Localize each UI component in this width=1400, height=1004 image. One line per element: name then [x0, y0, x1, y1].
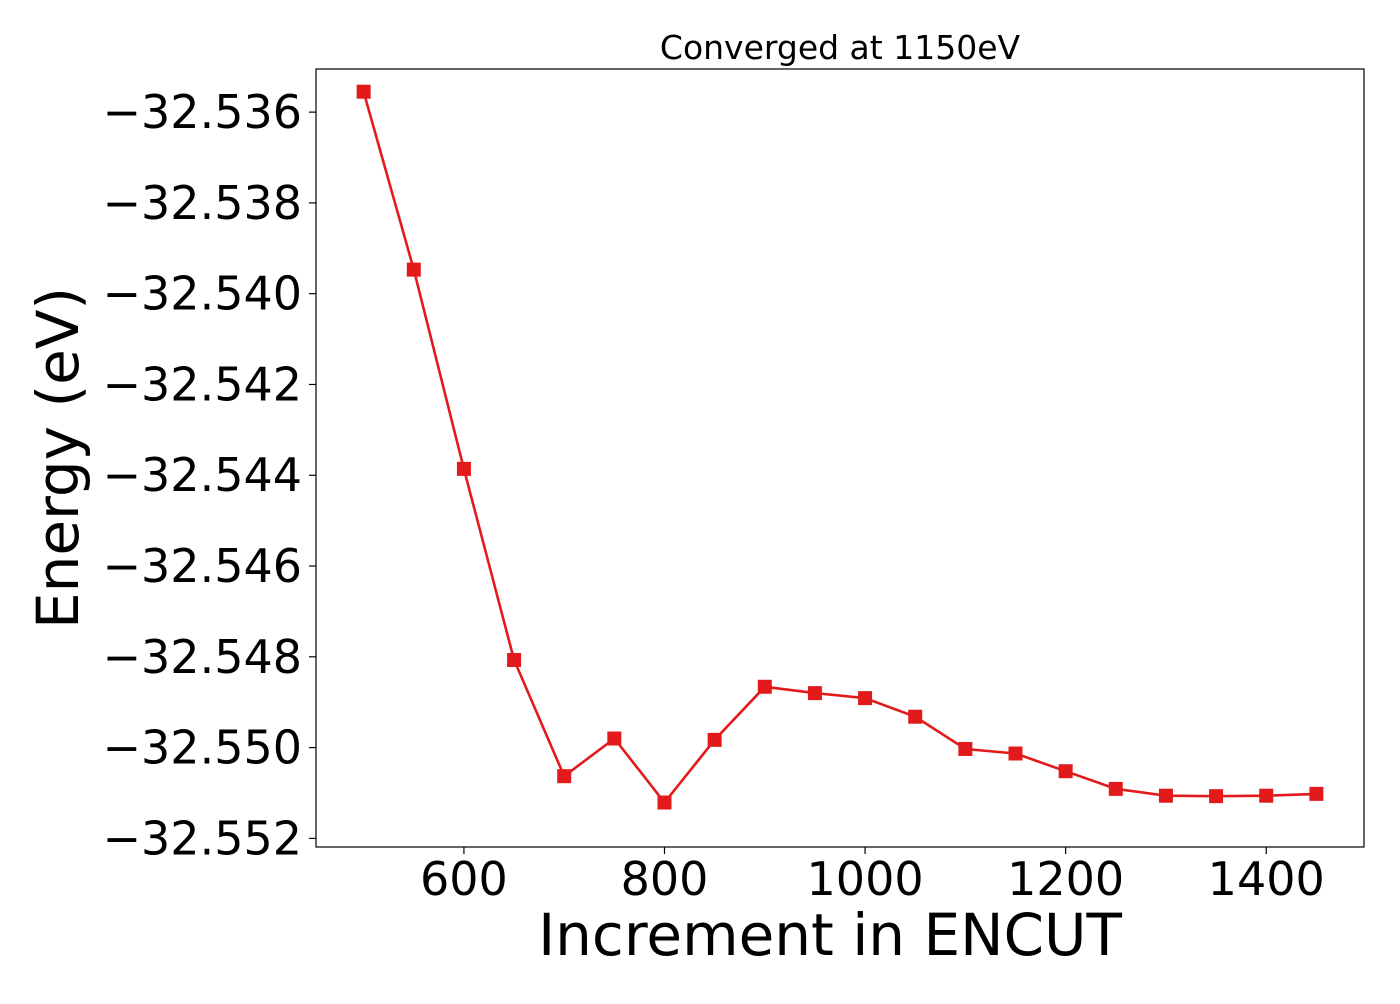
data-point-marker	[1008, 746, 1023, 761]
data-point-marker	[406, 262, 421, 277]
x-tick-label: 600	[420, 852, 508, 906]
y-axis-ticks: −32.536 −32.538 −32.540 −32.542 −32.544 −32.5…	[103, 85, 316, 865]
data-point-marker	[607, 731, 622, 746]
y-axis-label: Energy (eV)	[24, 287, 92, 629]
y-tick-label: −32.550	[103, 721, 303, 775]
data-point-marker	[1108, 781, 1123, 796]
chart-title: Converged at 1150eV	[660, 28, 1021, 67]
x-tick-label: 1400	[1208, 852, 1325, 906]
y-tick-label: −32.544	[103, 448, 303, 502]
y-tick-label: −32.546	[103, 539, 303, 593]
series-layer	[356, 84, 1324, 810]
y-tick-label: −32.540	[103, 267, 303, 321]
data-point-marker	[858, 691, 873, 706]
data-point-marker	[1209, 789, 1224, 804]
data-point-marker	[657, 795, 672, 810]
y-tick-label: −32.542	[103, 357, 303, 411]
x-tick-label: 1200	[1007, 852, 1124, 906]
data-point-marker	[908, 709, 923, 724]
data-point-marker	[958, 741, 973, 756]
y-tick-label: −32.538	[103, 176, 303, 230]
data-point-marker	[507, 652, 522, 667]
x-axis-ticks: 600 800 1000 1200 1400	[420, 847, 1325, 906]
x-tick-label: 800	[621, 852, 709, 906]
data-point-marker	[1158, 788, 1173, 803]
data-point-marker	[707, 732, 722, 747]
data-point-marker	[356, 84, 371, 99]
data-point-marker	[807, 686, 822, 701]
data-point-marker	[1058, 764, 1073, 779]
x-tick-label: 1000	[807, 852, 924, 906]
y-tick-label: −32.536	[103, 85, 303, 139]
data-point-marker	[1309, 786, 1324, 801]
data-point-marker	[456, 461, 471, 476]
series-line	[362, 91, 1317, 805]
data-point-marker	[757, 679, 772, 694]
x-axis-label: Increment in ENCUT	[538, 901, 1122, 969]
y-tick-label: −32.548	[103, 630, 303, 684]
plot-area-frame	[315, 68, 1365, 848]
y-tick-label: −32.552	[103, 811, 303, 865]
data-point-marker	[557, 769, 572, 784]
data-point-marker	[1259, 788, 1274, 803]
